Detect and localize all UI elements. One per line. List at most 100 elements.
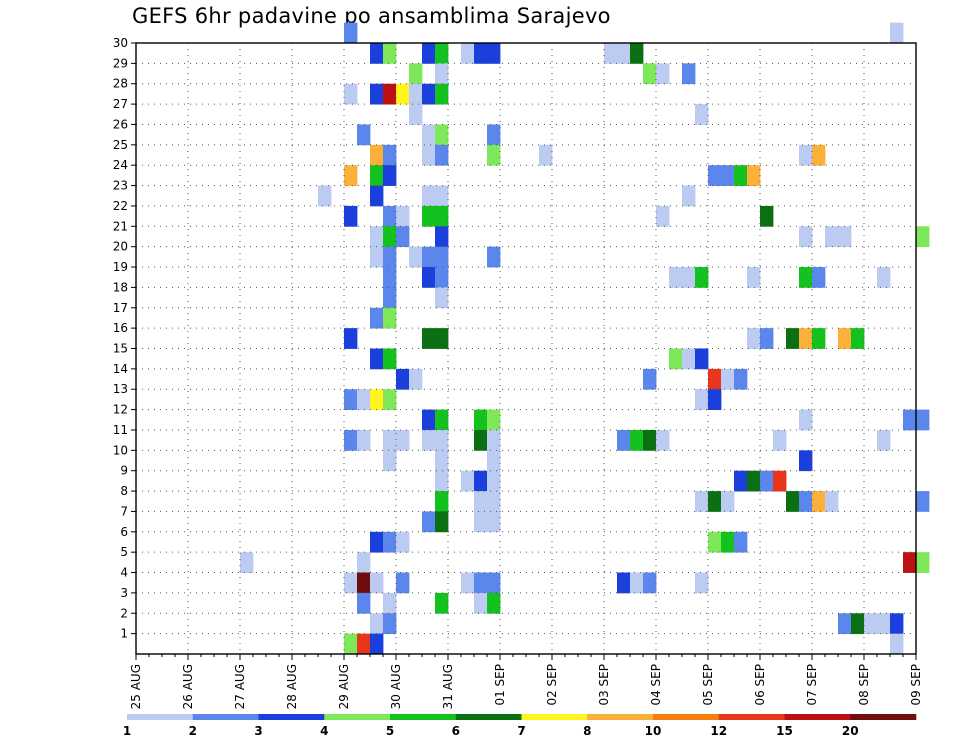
heatmap-cell bbox=[656, 429, 670, 451]
heatmap-cell bbox=[682, 63, 696, 85]
x-tick-label: 27 AUG bbox=[233, 664, 247, 709]
heatmap-cell bbox=[357, 389, 371, 410]
x-axis: 25 AUG 26 AUG 27 AUG 28 AUG 29 AUG 30 AUG 31 A… bbox=[129, 654, 923, 709]
y-tick-label: 27 bbox=[113, 97, 128, 111]
heatmap-cell bbox=[370, 246, 384, 268]
heatmap-cell bbox=[357, 572, 371, 594]
heatmap-cell bbox=[695, 491, 709, 512]
heatmap-cell bbox=[435, 470, 449, 492]
y-tick-label: 7 bbox=[120, 504, 128, 518]
heatmap-cell bbox=[851, 613, 865, 635]
heatmap-cell bbox=[851, 328, 865, 349]
heatmap-cell bbox=[422, 267, 436, 288]
heatmap-cell bbox=[370, 307, 384, 329]
x-tick-label: 26 AUG bbox=[181, 664, 195, 709]
heatmap-cell bbox=[435, 592, 449, 614]
chart-title: GEFS 6hr padavine po ansamblima Sarajevo bbox=[132, 4, 611, 28]
colorbar-label: 10 bbox=[645, 724, 662, 738]
y-tick-label: 9 bbox=[120, 464, 128, 478]
heatmap-cell bbox=[734, 470, 748, 492]
heatmap-cell bbox=[409, 63, 423, 85]
heatmap-cell bbox=[708, 491, 722, 512]
heatmap-cell bbox=[877, 267, 891, 288]
heatmap-cell bbox=[344, 165, 358, 186]
heatmap-cell bbox=[383, 531, 397, 553]
heatmap-cell bbox=[799, 144, 813, 166]
x-tick-label: 29 AUG bbox=[337, 664, 351, 709]
heatmap-cell bbox=[630, 572, 644, 594]
y-tick-label: 19 bbox=[113, 260, 128, 274]
heatmap-cell bbox=[747, 267, 761, 288]
heatmap-cell bbox=[682, 267, 696, 288]
heatmap-cell bbox=[435, 43, 449, 64]
y-tick-label: 11 bbox=[113, 423, 128, 437]
heatmap-cell bbox=[643, 572, 657, 594]
heatmap-cell bbox=[487, 470, 501, 492]
heatmap-cell bbox=[760, 470, 774, 492]
heatmap-cell bbox=[422, 144, 436, 166]
heatmap-cell bbox=[357, 552, 371, 573]
y-tick-label: 20 bbox=[113, 240, 128, 254]
heatmap-cell bbox=[396, 205, 410, 227]
heatmap-cell bbox=[864, 613, 878, 635]
heatmap-cell bbox=[370, 572, 384, 594]
heatmap-cell bbox=[409, 104, 423, 125]
heatmap-cell bbox=[708, 165, 722, 186]
heatmap-cell bbox=[370, 531, 384, 553]
heatmap-cell bbox=[422, 43, 436, 64]
heatmap-cell bbox=[916, 226, 930, 248]
heatmap-cell bbox=[435, 205, 449, 227]
x-tick-label: 31 AUG bbox=[441, 664, 455, 709]
heatmap-cell bbox=[695, 572, 709, 594]
heatmap-cell bbox=[396, 226, 410, 248]
heatmap-cell bbox=[422, 328, 436, 349]
heatmap-cell bbox=[695, 389, 709, 410]
heatmap-cell bbox=[487, 144, 501, 166]
heatmap-cell bbox=[383, 389, 397, 410]
heatmap-cell bbox=[422, 429, 436, 451]
heatmap-cell bbox=[643, 63, 657, 85]
y-tick-label: 3 bbox=[120, 586, 128, 600]
heatmap-cell bbox=[396, 531, 410, 553]
y-tick-label: 8 bbox=[120, 484, 128, 498]
heatmap-cell bbox=[734, 531, 748, 553]
heatmap-cell bbox=[747, 328, 761, 349]
x-tick-label: 25 AUG bbox=[129, 664, 143, 709]
y-tick-label: 23 bbox=[113, 179, 128, 193]
heatmap-cell bbox=[682, 185, 696, 207]
heatmap-cell bbox=[422, 205, 436, 227]
heatmap-cell bbox=[916, 491, 930, 512]
heatmap-cell bbox=[812, 144, 826, 166]
colorbar-label: 12 bbox=[710, 724, 727, 738]
x-tick-label: 28 AUG bbox=[285, 664, 299, 709]
heatmap-cell bbox=[643, 429, 657, 451]
heatmap-cell bbox=[409, 246, 423, 268]
colorbar-label: 1 bbox=[123, 724, 131, 738]
heatmap-cell bbox=[695, 348, 709, 370]
heatmap-cell bbox=[370, 226, 384, 248]
heatmap-cell bbox=[370, 43, 384, 64]
colorbar-label: 2 bbox=[189, 724, 197, 738]
colorbar-label: 5 bbox=[386, 724, 394, 738]
heatmap-cell bbox=[890, 22, 904, 44]
heatmap-cell bbox=[435, 450, 449, 472]
heatmap-cell bbox=[786, 491, 800, 512]
heatmap-cell bbox=[695, 267, 709, 288]
y-tick-label: 13 bbox=[113, 382, 128, 396]
heatmap-cell bbox=[344, 83, 358, 105]
heatmap-cell bbox=[396, 572, 410, 594]
x-tick-label: 08 SEP bbox=[857, 664, 871, 706]
colorbar-label: 3 bbox=[254, 724, 262, 738]
heatmap-cell bbox=[903, 409, 917, 431]
colorbar-label: 6 bbox=[452, 724, 460, 738]
heatmap-cell bbox=[799, 267, 813, 288]
heatmap-cell bbox=[435, 491, 449, 512]
y-tick-label: 5 bbox=[120, 545, 128, 559]
heatmap-cell bbox=[383, 246, 397, 268]
heatmap-cell bbox=[409, 368, 423, 390]
heatmap-cell bbox=[799, 226, 813, 248]
heatmap-cell bbox=[435, 226, 449, 248]
heatmap-cell bbox=[370, 348, 384, 370]
heatmap-cell bbox=[409, 83, 423, 105]
heatmap-cell bbox=[474, 409, 488, 431]
